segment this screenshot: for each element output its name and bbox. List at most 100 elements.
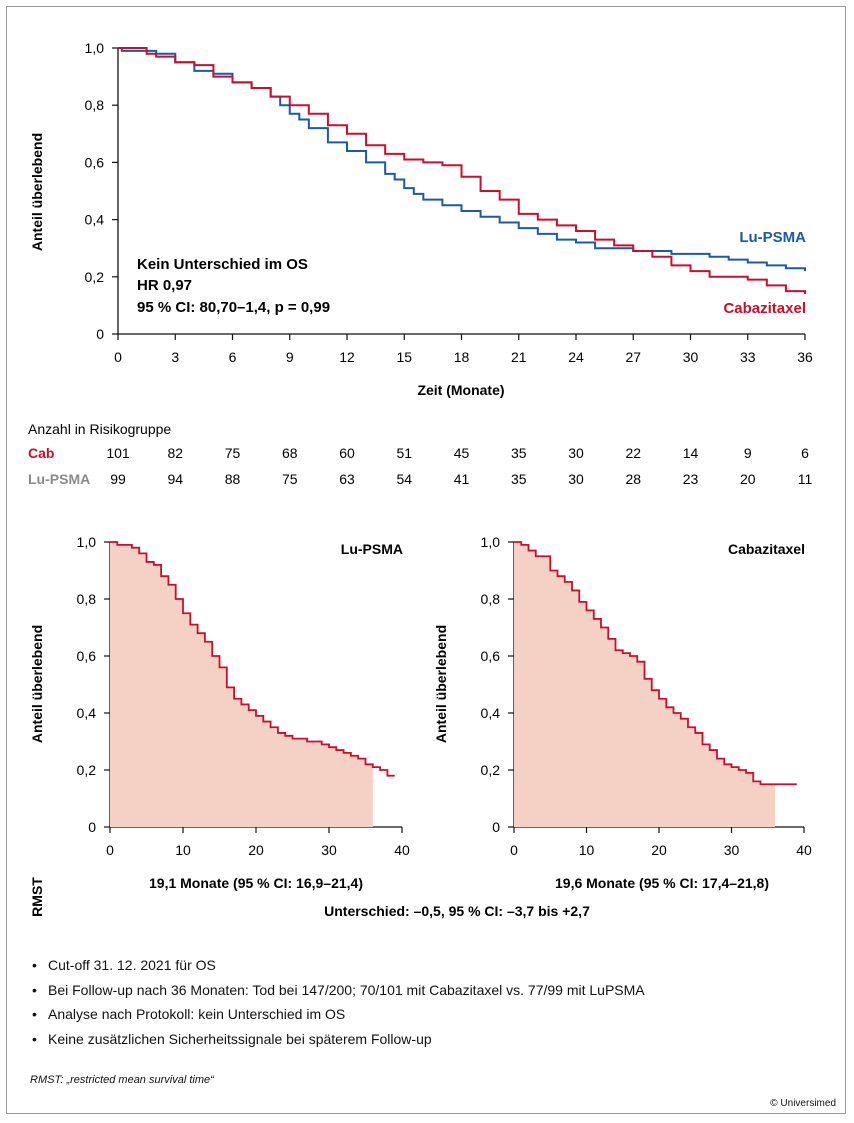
risk-table-cell: 75	[225, 445, 241, 461]
panel-lu-rmst-area	[110, 542, 373, 827]
risk-table-cell: 68	[282, 445, 298, 461]
risk-table-cell: 20	[740, 471, 756, 487]
panel-lu-y-tick-label: 0,4	[77, 705, 97, 721]
risk-table-cell: 23	[683, 471, 699, 487]
panel-cab-x-tick-label: 40	[796, 842, 812, 858]
panel-lu-x-tick-label: 20	[248, 842, 264, 858]
risk-table-cell: 9	[744, 445, 752, 461]
main-y-tick-label: 0	[96, 326, 104, 342]
risk-table-cell: 6	[801, 445, 809, 461]
panel-cab-y-tick-label: 0,6	[481, 648, 501, 664]
main-annotation-line-2: HR 0,97	[137, 277, 192, 294]
panel-cab-y-tick-label: 1,0	[481, 534, 501, 550]
rmst-lu-value: 19,1 Monate (95 % CI: 16,9–21,4)	[149, 875, 363, 891]
risk-table-cell: 94	[167, 471, 183, 487]
panel-cab-ylabel: Anteil überlebend	[433, 625, 449, 743]
risk-row-label-cab: Cab	[28, 445, 54, 461]
risk-row-label-lu-psma: Lu-PSMA	[28, 471, 90, 487]
risk-table-title: Anzahl in Risikogruppe	[28, 421, 171, 437]
panel-cab-x-tick-label: 10	[579, 842, 595, 858]
main-x-tick-label: 0	[114, 349, 122, 365]
main-ylabel: Anteil überlebend	[29, 133, 45, 251]
footnote: RMST: „restricted mean survival time“	[30, 1074, 214, 1086]
main-x-tick-label: 9	[286, 349, 294, 365]
panel-lu-y-tick-label: 0	[88, 819, 96, 835]
note-item: Analyse nach Protokoll: kein Unterschied…	[30, 1002, 645, 1027]
panel-lu-y-tick-label: 0,2	[77, 762, 97, 778]
risk-table-cell: 30	[568, 471, 584, 487]
chart-marks: 00,20,40,60,81,00 3 6 9 12 15 18 21 24 27 30 33 3610…	[77, 40, 813, 858]
risk-table-cell: 88	[225, 471, 241, 487]
cabazitaxel-survival-curve	[118, 47, 806, 294]
panel-lu-title: Lu-PSMA	[341, 541, 403, 557]
main-y-tick-label: 0,4	[85, 212, 105, 228]
panel-cab-title: Cabazitaxel	[728, 541, 805, 557]
panel-lu-x-tick-label: 0	[106, 842, 114, 858]
risk-table-cell: 60	[339, 445, 355, 461]
main-y-tick-label: 0,2	[85, 269, 105, 285]
bullet-notes: Cut-off 31. 12. 2021 für OS Bei Follow-u…	[30, 953, 645, 1051]
main-x-tick-label: 33	[740, 349, 756, 365]
lu-psma-survival-curve	[118, 47, 806, 272]
rmst-label: RMST	[29, 877, 45, 917]
risk-table-cell: 41	[454, 471, 470, 487]
main-x-tick-label: 27	[625, 349, 641, 365]
risk-table-cell: 101	[106, 445, 130, 461]
risk-table-cell: 11	[798, 471, 813, 487]
rmst-difference: Unterschied: –0,5, 95 % CI: –3,7 bis +2,…	[324, 903, 590, 919]
panel-cab-survival-curve	[514, 541, 797, 786]
risk-table-cell: 82	[167, 445, 183, 461]
figure-frame	[6, 6, 846, 1114]
copyright: © Universimed	[770, 1098, 836, 1109]
panel-cab-y-tick-label: 0,2	[481, 762, 501, 778]
panel-lu-y-tick-label: 0,8	[77, 591, 97, 607]
panel-cab-x-tick-label: 20	[651, 842, 667, 858]
main-x-tick-label: 3	[171, 349, 179, 365]
legend-label-lu-psma: Lu-PSMA	[739, 229, 806, 246]
risk-table-cell: 28	[625, 471, 641, 487]
legend-label-cabazitaxel: Cabazitaxel	[723, 300, 806, 317]
risk-table-cell: 35	[511, 471, 527, 487]
risk-table-cell: 14	[683, 445, 699, 461]
panel-cab-rmst-area	[514, 542, 775, 827]
main-x-tick-label: 24	[568, 349, 584, 365]
main-x-tick-label: 21	[511, 349, 527, 365]
main-y-tick-label: 1,0	[85, 40, 105, 56]
panel-cab-x-tick-label: 0	[510, 842, 518, 858]
risk-table-cell: 30	[568, 445, 584, 461]
risk-table-cell: 22	[625, 445, 641, 461]
panel-cab-x-tick-label: 30	[724, 842, 740, 858]
panel-lu-survival-curve	[110, 541, 395, 777]
main-y-tick-label: 0,6	[85, 154, 105, 170]
main-y-tick-label: 0,8	[85, 97, 105, 113]
panel-lu-x-tick-label: 10	[175, 842, 191, 858]
panel-cab-y-tick-label: 0,4	[481, 705, 501, 721]
risk-table-cell: 54	[396, 471, 412, 487]
panel-cab-y-tick-label: 0,8	[481, 591, 501, 607]
risk-table-cell: 99	[110, 471, 126, 487]
panel-lu-y-tick-label: 1,0	[77, 534, 97, 550]
main-x-tick-label: 15	[396, 349, 412, 365]
main-xlabel: Zeit (Monate)	[417, 382, 504, 398]
main-annotation-line-3: 95 % CI: 80,70–1,4, p = 0,99	[137, 299, 330, 316]
note-item: Bei Follow-up nach 36 Monaten: Tod bei 1…	[30, 978, 645, 1003]
panel-lu-x-tick-label: 40	[394, 842, 410, 858]
rmst-cab-value: 19,6 Monate (95 % CI: 17,4–21,8)	[555, 875, 769, 891]
note-item: Keine zusätzlichen Sicherheitssignale be…	[30, 1027, 645, 1052]
risk-table-cell: 45	[454, 445, 470, 461]
main-x-tick-label: 6	[229, 349, 237, 365]
panel-cab-y-tick-label: 0	[492, 819, 500, 835]
main-x-tick-label: 12	[339, 349, 355, 365]
risk-table-cell: 35	[511, 445, 527, 461]
main-x-tick-label: 30	[683, 349, 699, 365]
panel-lu-y-tick-label: 0,6	[77, 648, 97, 664]
risk-table-cell: 51	[396, 445, 412, 461]
note-item: Cut-off 31. 12. 2021 für OS	[30, 953, 645, 978]
panel-lu-x-tick-label: 30	[321, 842, 337, 858]
risk-table-cell: 75	[282, 471, 298, 487]
main-x-tick-label: 18	[454, 349, 470, 365]
risk-table-cell: 63	[339, 471, 355, 487]
main-annotation-line-1: Kein Unterschied im OS	[137, 256, 308, 273]
main-x-tick-label: 36	[797, 349, 813, 365]
